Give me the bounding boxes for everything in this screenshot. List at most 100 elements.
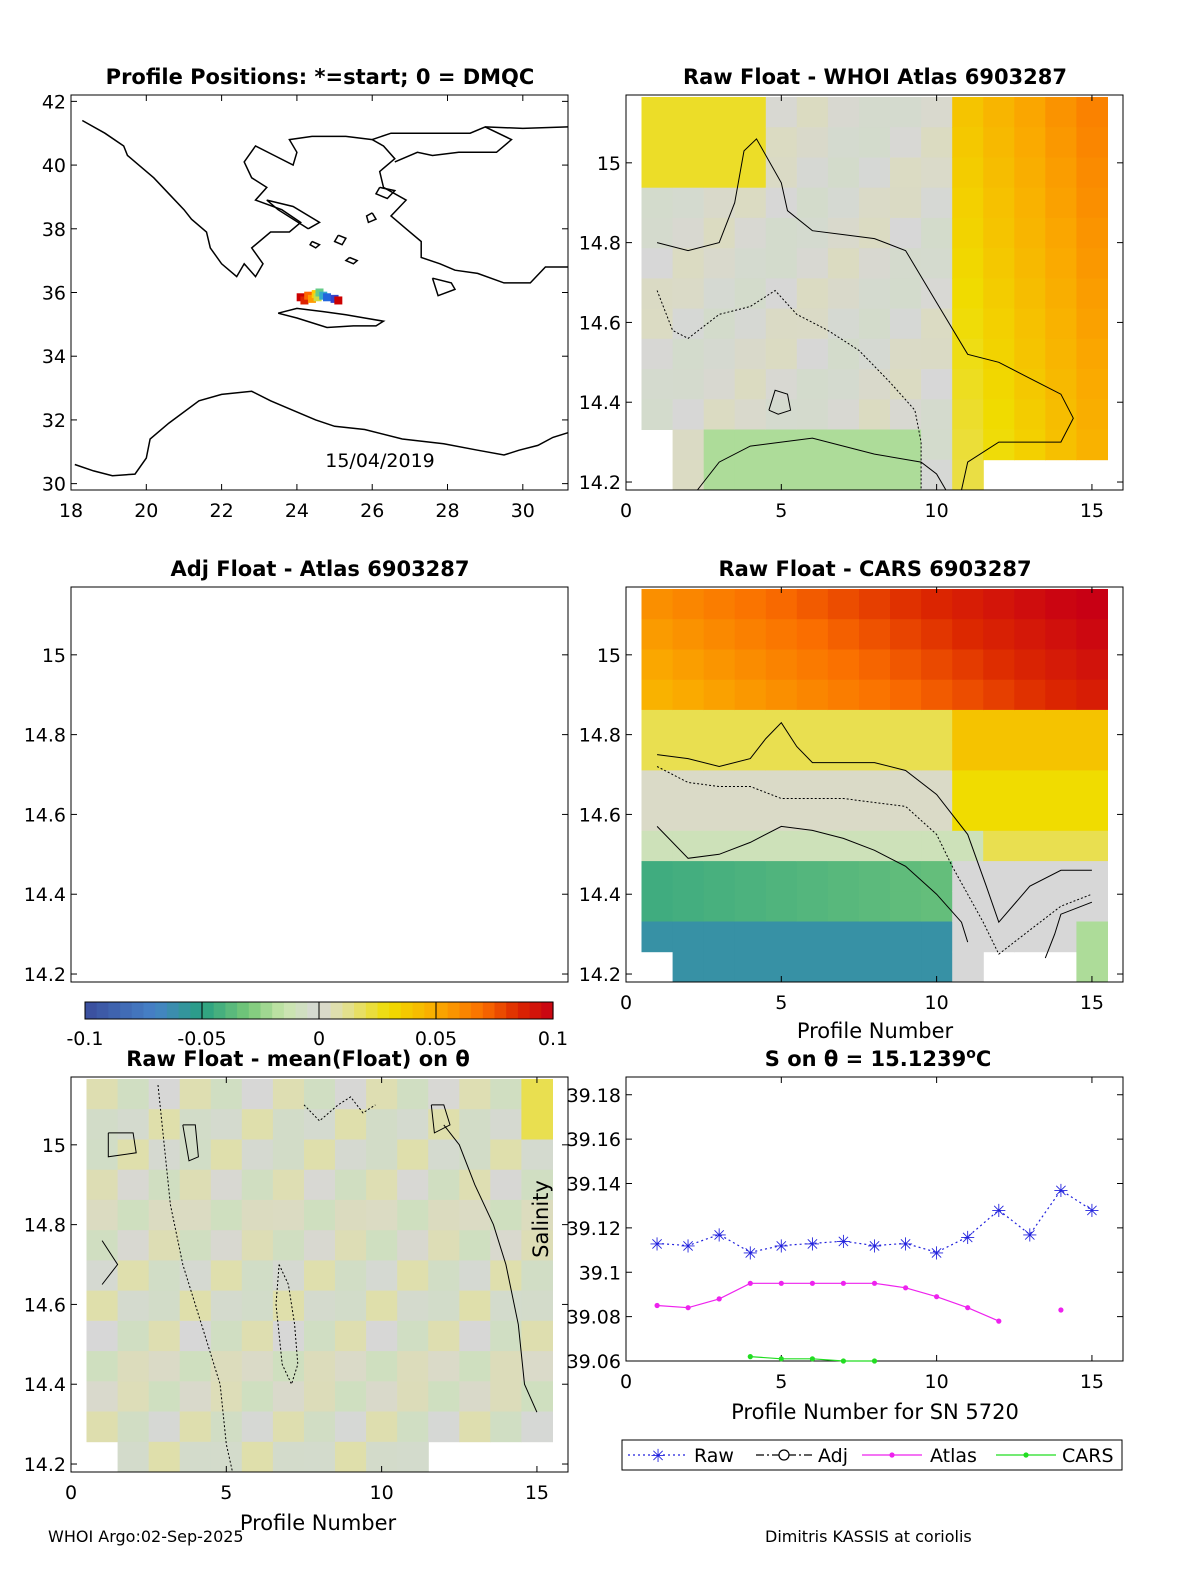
cars-cell [952,800,984,832]
mean-cell [304,1260,336,1292]
cars-cell [859,770,891,802]
whoi-cell [765,338,798,370]
adj-ytick-label: 14.6 [24,804,66,826]
cars-ytick-label: 14.8 [579,725,621,747]
mean-cell [366,1411,398,1443]
cars-cell [703,619,736,650]
whoi-cell [1045,308,1077,340]
raw-series-point: ✳ [805,1234,820,1255]
mean-cell [117,1411,150,1443]
whoi-cell [1014,127,1046,158]
cars-xlabel: Profile Number [797,1019,954,1043]
cars-cell [921,830,953,862]
cars-cell [734,679,767,711]
coastline-segment [371,126,513,163]
cars-cell [672,800,705,832]
whoi-cell [1076,369,1108,400]
whoi-heatmap-cells [641,97,1108,491]
cars-cell [796,921,829,953]
mean-ytick-label: 14.8 [24,1215,66,1237]
legend-cars-label: CARS [1062,1445,1114,1467]
cars-heatmap-cells [641,589,1108,983]
cars-cell [983,830,1015,862]
whoi-cell [734,187,767,219]
colorbar-cell [529,1002,542,1019]
cars-cell [859,921,891,953]
whoi-cell [952,217,984,249]
atlas-series-point [934,1294,940,1300]
mean-cell [241,1260,274,1292]
legend-adj-marker [778,1449,790,1461]
whoi-cell [1045,187,1077,219]
whoi-cell [1045,248,1077,279]
whoi-cell [641,187,674,219]
whoi-cell [952,369,984,400]
cars-cell [734,891,767,922]
cars-cell [1014,861,1046,892]
mean-cell [148,1290,181,1322]
map-ytick-label: 34 [42,346,66,368]
mean-cell [272,1381,305,1412]
cars-cell [1045,830,1077,862]
whoi-cell [672,399,705,430]
cars-cell [641,891,674,922]
cars-cell [796,891,829,922]
salinity-xtick-label: 0 [620,1371,632,1393]
cars-cell [1014,619,1046,650]
raw-series-point: ✳ [867,1237,882,1258]
map-profile-point [307,294,316,303]
whoi-cell [703,278,736,310]
cars-cell [672,709,705,741]
mean-cell [179,1260,212,1292]
cars-cell [952,619,984,650]
atlas-series-point [1058,1307,1064,1313]
whoi-cell [983,217,1015,249]
mean-ytick-label: 14.4 [24,1374,66,1396]
mean-cell [117,1079,150,1110]
map-profile-point [300,296,309,305]
coastline-segment [485,126,569,130]
whoi-cell [952,429,984,461]
legend-atlas-label: Atlas [930,1445,977,1467]
mean-cell [459,1381,491,1412]
coastline-segment [74,390,569,477]
cars-cell [921,861,953,892]
cars-cell [703,770,736,802]
whoi-cell [641,97,674,128]
whoi-cell [796,429,829,461]
mean-cell [179,1169,212,1201]
cars-cell [921,740,953,771]
colorbar-cell [459,1002,472,1019]
cars-cell [890,921,922,953]
mean-heatmap-cells [86,1079,553,1473]
mean-cell [179,1441,212,1473]
whoi-cell [921,369,953,400]
mean-cell [117,1290,150,1322]
mean-cell [148,1381,181,1412]
mean-cell [241,1230,274,1261]
cars-cell [703,921,736,953]
mean-cell [397,1139,429,1171]
colorbar-cell [155,1002,168,1019]
cars-cell [734,770,767,802]
whoi-cell [672,248,705,279]
whoi-cell [672,217,705,249]
cars-cell [765,679,798,711]
mean-cell [241,1199,274,1231]
salinity-xlabel: Profile Number for SN 5720 [731,1400,1019,1424]
panel-map: Profile Positions: *=start; 0 = DMQC 18 2… [42,65,569,522]
cars-cell [827,951,860,983]
panel-whoi: Raw Float - WHOI Atlas 6903287 0 5 10 15 14.… [579,65,1124,522]
whoi-cell [672,308,705,340]
whoi-cell [672,369,705,400]
cars-cell [672,770,705,802]
colorbar-cell [330,1002,343,1019]
mean-cell [459,1320,491,1352]
raw-series-point: ✳ [650,1234,665,1255]
cars-series-point [809,1356,816,1362]
cars-cell [827,800,860,832]
mean-cell [521,1169,553,1201]
colorbar-cell [213,1002,226,1019]
mean-cell [335,1381,367,1412]
